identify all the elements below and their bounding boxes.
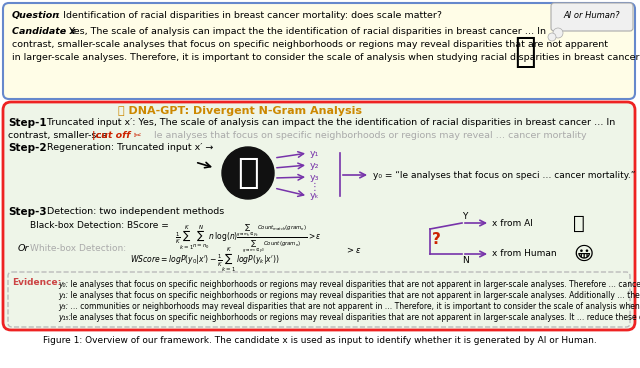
- Text: le analyses that focus on specific neighborhoods or regions may reveal … cancer : le analyses that focus on specific neigh…: [148, 131, 587, 140]
- Text: Black-box Detection: BScore =: Black-box Detection: BScore =: [30, 221, 169, 230]
- Text: AI or Human?: AI or Human?: [564, 11, 620, 20]
- Circle shape: [548, 33, 556, 41]
- Text: y₂: y₂: [310, 160, 319, 170]
- Text: … communities or neighborhoods may reveal disparities that are not apparent in …: … communities or neighborhoods may revea…: [68, 302, 640, 311]
- Text: $WScore = logP(y_0|x') - \frac{1}{K}\sum_{k=1}^{K}\,logP(y_k|x'))$: $WScore = logP(y_0|x') - \frac{1}{K}\sum…: [130, 245, 280, 274]
- Text: Question: Question: [12, 11, 60, 20]
- FancyBboxPatch shape: [3, 102, 635, 330]
- Text: $>\epsilon$: $>\epsilon$: [345, 245, 362, 255]
- Text: y₃: y₃: [310, 173, 319, 181]
- Text: N: N: [462, 256, 468, 265]
- Text: Step-2: Step-2: [8, 143, 47, 153]
- Text: le analyses that focus on specific neighborhoods or regions may reveal dispariti: le analyses that focus on specific neigh…: [68, 313, 640, 322]
- Text: Or: Or: [18, 244, 29, 253]
- Text: in larger-scale analyses. Therefore, it is important to consider the scale of an: in larger-scale analyses. Therefore, it …: [12, 53, 640, 62]
- Circle shape: [553, 28, 563, 38]
- Text: y₁₅:: y₁₅:: [58, 313, 71, 322]
- Text: 🤔: 🤔: [514, 35, 536, 69]
- Text: $\frac{1}{K}\sum_{k=1}^{K}\sum_{n=n_0}^{N} n\,\log(n)\frac{\sum_{gram_n \in y_k}: $\frac{1}{K}\sum_{k=1}^{K}\sum_{n=n_0}^{…: [175, 222, 322, 255]
- Text: Truncated input x′: Yes, The scale of analysis can impact the the identification: Truncated input x′: Yes, The scale of an…: [44, 118, 615, 127]
- Text: y₃:: y₃:: [58, 302, 68, 311]
- Text: x from AI: x from AI: [492, 219, 533, 227]
- Text: y₁:: y₁:: [58, 291, 68, 300]
- Text: : Yes, The scale of analysis can impact the the identification of racial dispari: : Yes, The scale of analysis can impact …: [63, 27, 546, 36]
- Text: Candidate x: Candidate x: [12, 27, 76, 36]
- Text: Step-3: Step-3: [8, 207, 47, 217]
- Text: Detection: two independent methods: Detection: two independent methods: [44, 207, 224, 216]
- Text: ⋮: ⋮: [310, 182, 320, 192]
- Text: yₖ: yₖ: [310, 191, 319, 201]
- Text: 🤖: 🤖: [573, 213, 585, 233]
- Text: x from Human: x from Human: [492, 250, 557, 258]
- FancyBboxPatch shape: [8, 272, 630, 327]
- Text: |cut off ✂: |cut off ✂: [92, 131, 141, 140]
- FancyBboxPatch shape: [3, 3, 635, 99]
- Text: le analyses that focus on specific neighborhoods or regions may reveal dispariti: le analyses that focus on specific neigh…: [68, 291, 640, 300]
- Text: White-box Detection:: White-box Detection:: [30, 244, 126, 253]
- Text: Step-1: Step-1: [8, 118, 47, 128]
- Text: contrast, smaller-scale analyses that focus on specific neighborhoods or regions: contrast, smaller-scale analyses that fo…: [12, 40, 608, 49]
- Text: y₀:: y₀:: [58, 280, 68, 289]
- Text: Y: Y: [462, 212, 467, 221]
- Text: le analyses that focus on specific neighborhoods or regions may reveal dispariti: le analyses that focus on specific neigh…: [68, 280, 640, 289]
- Text: y₁: y₁: [310, 149, 319, 158]
- Text: Regeneration: Truncated input x′ →: Regeneration: Truncated input x′ →: [44, 143, 213, 152]
- Text: contrast, smaller-sca: contrast, smaller-sca: [8, 131, 111, 140]
- Text: Figure 1: Overview of our framework. The candidate x is used as input to identif: Figure 1: Overview of our framework. The…: [43, 336, 597, 345]
- Text: ⧗: ⧗: [237, 156, 259, 190]
- Text: 😀: 😀: [573, 244, 593, 263]
- Text: y₀ = “le analyses that focus on speci … cancer mortality.”: y₀ = “le analyses that focus on speci … …: [373, 170, 636, 180]
- Text: Evidence:: Evidence:: [12, 278, 61, 287]
- Text: : Identification of racial disparities in breast cancer mortality: does scale ma: : Identification of racial disparities i…: [57, 11, 442, 20]
- Circle shape: [222, 147, 274, 199]
- Text: ?: ?: [432, 233, 441, 248]
- Text: 🧶 DNA-GPT: Divergent N-Gram Analysis: 🧶 DNA-GPT: Divergent N-Gram Analysis: [118, 106, 362, 116]
- FancyBboxPatch shape: [551, 3, 633, 31]
